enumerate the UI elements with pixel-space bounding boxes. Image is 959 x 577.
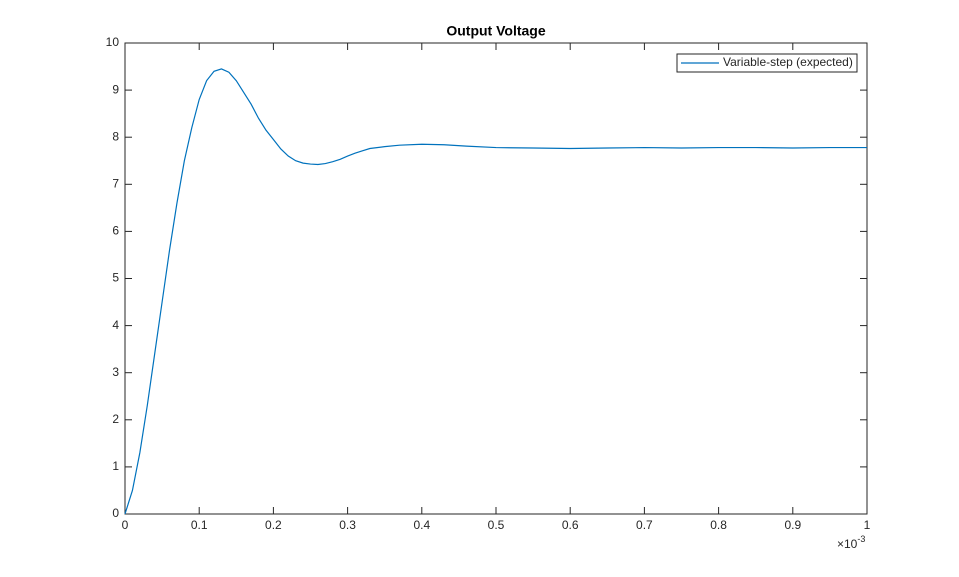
y-tick-label: 9 (112, 82, 119, 96)
chart-title: Output Voltage (446, 23, 545, 39)
x-multiplier: ×10-3 (837, 534, 865, 551)
y-tick-label: 5 (112, 271, 119, 285)
x-tick-label: 0.9 (784, 518, 801, 532)
x-multiplier-exponent: -3 (857, 534, 865, 544)
y-tick-label: 4 (112, 318, 119, 332)
x-tick-label: 0.8 (710, 518, 727, 532)
y-tick-label: 2 (112, 412, 119, 426)
x-tick-label: 0.7 (636, 518, 653, 532)
y-tick-label: 1 (112, 459, 119, 473)
y-tick-label: 8 (112, 129, 119, 143)
y-tick-label: 6 (112, 224, 119, 238)
x-tick-label: 0.4 (413, 518, 430, 532)
legend-label: Variable-step (expected) (723, 55, 853, 69)
x-tick-label: 0 (122, 518, 129, 532)
x-multiplier-base: ×10 (837, 537, 858, 551)
x-tick-label: 0.5 (488, 518, 505, 532)
plot-area (124, 42, 868, 515)
x-tick-label: 0.1 (191, 518, 208, 532)
y-tick-label: 7 (112, 176, 119, 190)
x-tick-label: 1 (864, 518, 871, 532)
x-tick-label: 0.3 (339, 518, 356, 532)
y-tick-label: 10 (106, 35, 120, 49)
y-tick-label: 0 (112, 506, 119, 520)
series-line (124, 68, 867, 515)
x-tick-label: 0.2 (265, 518, 282, 532)
legend-box (676, 53, 858, 73)
x-tick-label: 0.6 (562, 518, 579, 532)
y-tick-label: 3 (112, 365, 119, 379)
